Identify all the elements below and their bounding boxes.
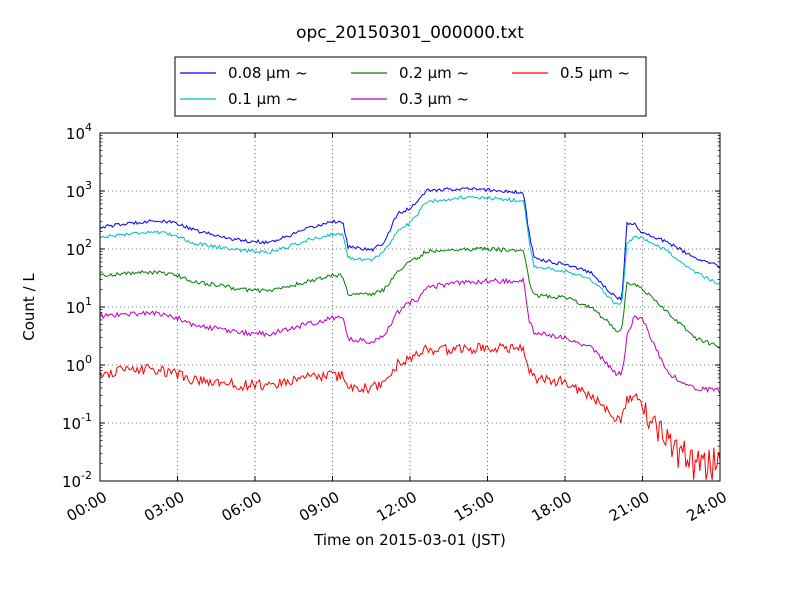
legend-label: 0.3 μm ~	[399, 90, 469, 108]
x-tick-label: 21:00	[606, 488, 652, 525]
series-line-1	[100, 195, 720, 305]
x-tick-label: 03:00	[141, 488, 187, 525]
x-tick-label: 09:00	[296, 488, 342, 525]
ticks: 00:00 03:00 06:00 09:00 12:00 15:00 18:00 21:00…	[62, 121, 730, 525]
y-tick-label: 101	[66, 295, 92, 317]
legend-label: 0.08 μm ~	[228, 64, 308, 82]
y-tick-label: 10-1	[62, 411, 92, 433]
legend: 0.08 μm ~ 0.1 μm ~ 0.2 μm ~ 0.3 μm ~ 0.5 μm …	[174, 56, 647, 117]
x-tick-label: 18:00	[529, 488, 575, 525]
series-line-4	[100, 342, 720, 480]
series-line-0	[100, 186, 720, 302]
x-tick-label: 24:00	[684, 488, 730, 525]
legend-label: 0.5 μm ~	[560, 64, 630, 82]
series-line-2	[100, 246, 720, 349]
legend-box	[174, 56, 647, 117]
x-tick-label: 15:00	[451, 488, 497, 525]
y-tick-label: 104	[66, 121, 92, 143]
legend-label: 0.1 μm ~	[228, 90, 298, 108]
x-axis-label: Time on 2015-03-01 (JST)	[313, 531, 506, 549]
y-tick-label: 102	[66, 237, 92, 259]
chart-title: opc_20150301_000000.txt	[296, 23, 524, 43]
y-tick-label: 100	[66, 353, 92, 375]
series-layer	[100, 186, 720, 480]
x-tick-label: 00:00	[64, 488, 110, 525]
y-axis-label: Count / L	[20, 273, 38, 341]
legend-label: 0.2 μm ~	[399, 64, 469, 82]
grid	[100, 133, 720, 481]
x-tick-label: 12:00	[374, 488, 420, 525]
y-tick-label: 103	[66, 179, 92, 201]
x-tick-label: 06:00	[219, 488, 265, 525]
series-line-3	[100, 276, 720, 395]
y-tick-label: 10-2	[62, 469, 92, 491]
